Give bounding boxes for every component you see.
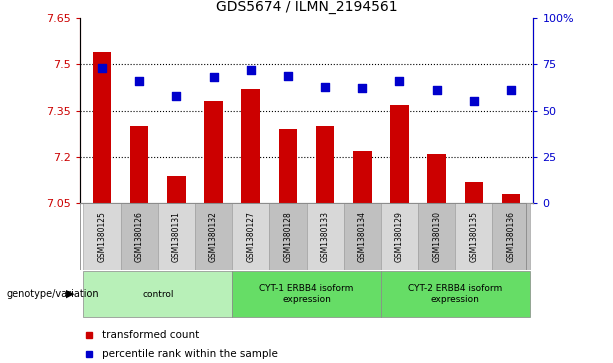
Text: control: control <box>142 290 173 298</box>
Bar <box>465 182 483 203</box>
Bar <box>195 203 232 270</box>
Bar <box>242 89 260 203</box>
Text: GSM1380134: GSM1380134 <box>358 211 367 262</box>
Bar <box>130 126 148 203</box>
Point <box>506 87 516 93</box>
Title: GDS5674 / ILMN_2194561: GDS5674 / ILMN_2194561 <box>216 0 397 15</box>
Bar <box>167 176 186 203</box>
Bar <box>232 272 381 317</box>
Bar <box>83 272 232 317</box>
Bar <box>204 102 223 203</box>
Text: GSM1380136: GSM1380136 <box>506 211 516 262</box>
Text: GSM1380130: GSM1380130 <box>432 211 441 262</box>
Point <box>469 98 479 104</box>
Point <box>357 86 367 91</box>
Bar <box>121 203 158 270</box>
Text: GSM1380127: GSM1380127 <box>246 211 255 262</box>
Bar <box>344 203 381 270</box>
Point <box>172 93 181 99</box>
Text: GSM1380132: GSM1380132 <box>209 211 218 262</box>
Point <box>283 73 293 78</box>
Bar <box>381 203 418 270</box>
Text: GSM1380128: GSM1380128 <box>283 212 292 262</box>
Bar <box>492 203 530 270</box>
Text: percentile rank within the sample: percentile rank within the sample <box>102 349 278 359</box>
Bar <box>353 151 371 203</box>
Text: genotype/variation: genotype/variation <box>6 289 99 299</box>
Bar <box>279 129 297 203</box>
Point <box>320 84 330 90</box>
Bar <box>390 105 409 203</box>
Bar <box>455 203 492 270</box>
Point <box>208 74 218 80</box>
Text: GSM1380131: GSM1380131 <box>172 211 181 262</box>
Text: GSM1380125: GSM1380125 <box>97 211 107 262</box>
Bar <box>232 203 269 270</box>
Text: GSM1380133: GSM1380133 <box>321 211 330 262</box>
Text: CYT-2 ERBB4 isoform
expression: CYT-2 ERBB4 isoform expression <box>408 284 502 304</box>
Text: CYT-1 ERBB4 isoform
expression: CYT-1 ERBB4 isoform expression <box>259 284 354 304</box>
Point <box>395 78 405 84</box>
Text: GSM1380135: GSM1380135 <box>470 211 478 262</box>
Point <box>246 67 256 73</box>
Bar <box>93 52 112 203</box>
Bar <box>158 203 195 270</box>
Point <box>134 78 144 84</box>
Point <box>97 65 107 71</box>
Bar <box>501 194 520 203</box>
Text: GSM1380129: GSM1380129 <box>395 211 404 262</box>
Bar <box>381 272 530 317</box>
Bar <box>306 203 344 270</box>
Bar <box>269 203 306 270</box>
Bar <box>83 203 121 270</box>
Text: GSM1380126: GSM1380126 <box>135 211 143 262</box>
Bar <box>418 203 455 270</box>
Bar <box>427 154 446 203</box>
Bar <box>316 126 334 203</box>
Text: transformed count: transformed count <box>102 330 200 340</box>
Text: ▶: ▶ <box>66 289 75 299</box>
Point <box>432 87 441 93</box>
